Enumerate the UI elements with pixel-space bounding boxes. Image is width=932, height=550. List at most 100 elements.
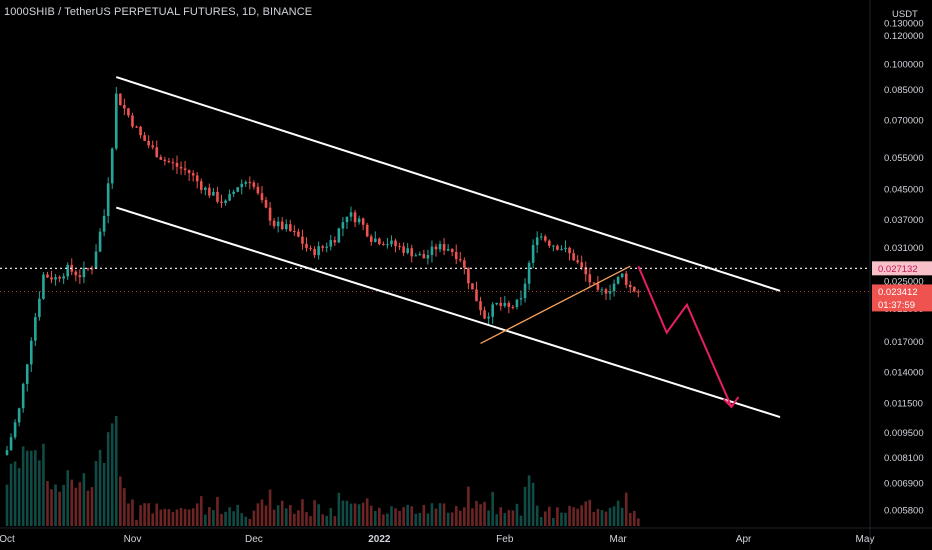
- candle-countdown: 01:37:59: [878, 300, 915, 311]
- channel-upper-line[interactable]: [115, 76, 781, 292]
- y-tick-label: 0.008100: [884, 453, 924, 464]
- volume-bar: [552, 517, 555, 526]
- volume-bar: [483, 501, 486, 526]
- candle-body: [94, 251, 98, 269]
- candle-body: [402, 246, 405, 253]
- volume-bar: [38, 460, 41, 526]
- candle-body: [394, 240, 397, 247]
- candle-body: [511, 306, 515, 308]
- volume-bar: [479, 504, 482, 526]
- volume-bar: [345, 500, 349, 526]
- volume-bar: [321, 514, 324, 526]
- volume-bar: [179, 508, 183, 526]
- volume-bar: [135, 519, 138, 526]
- candle-body: [523, 283, 527, 299]
- volume-bar: [434, 508, 438, 526]
- candle-body: [588, 274, 592, 283]
- candle-body: [568, 247, 571, 254]
- x-tick-label: May: [856, 534, 875, 545]
- volume-bar: [543, 511, 547, 526]
- candle-body: [38, 298, 41, 318]
- x-tick-label: Dec: [245, 534, 263, 545]
- volume-bar: [208, 507, 211, 526]
- candle-body: [519, 298, 523, 300]
- candle-body: [600, 289, 604, 291]
- candle-body: [406, 248, 409, 253]
- candle-body: [475, 289, 478, 302]
- candle-body: [272, 220, 276, 227]
- candle-body: [293, 230, 296, 232]
- volume-bar: [220, 513, 223, 526]
- volume-bar: [523, 486, 527, 526]
- volume-bar: [268, 489, 272, 526]
- candle-body: [143, 135, 146, 141]
- volume-bar: [232, 511, 235, 526]
- volume-bar: [373, 510, 377, 526]
- volume-bar: [325, 515, 329, 526]
- x-tick-label: Nov: [124, 534, 142, 545]
- y-tick-label: 0.031000: [884, 243, 924, 254]
- candle-body: [414, 255, 418, 257]
- chart-title: 1000SHIB / TetherUS PERPETUAL FUTURES, 1…: [4, 6, 313, 18]
- candle-body: [369, 236, 373, 242]
- candle-body: [317, 246, 320, 256]
- volume-bar: [301, 499, 304, 526]
- volume-bar: [317, 504, 320, 526]
- candle-body: [135, 126, 138, 128]
- volume-bar: [596, 508, 600, 526]
- candle-body: [564, 247, 567, 250]
- volume-bar: [398, 510, 401, 526]
- volume-bar: [252, 510, 256, 526]
- candle-body: [479, 301, 482, 311]
- candle-body: [21, 383, 25, 409]
- candle-body: [50, 277, 53, 280]
- x-tick-label: Feb: [496, 534, 514, 545]
- volume-bar: [531, 482, 535, 526]
- candle-body: [284, 224, 288, 230]
- volume-bar: [507, 510, 511, 526]
- volume-bar: [256, 503, 260, 526]
- volume-bar: [487, 510, 490, 526]
- wedge-trend-line[interactable]: [480, 265, 631, 344]
- candle-body: [378, 238, 381, 245]
- candle-body: [616, 277, 620, 284]
- volume-bar: [236, 504, 239, 526]
- candle-body: [386, 244, 389, 246]
- volume-bar: [560, 512, 563, 526]
- candle-body: [361, 218, 365, 225]
- volume-bar: [430, 503, 434, 526]
- volume-bar: [143, 503, 146, 526]
- y-tick-label: 0.120000: [884, 31, 924, 42]
- projection-arrow[interactable]: [637, 265, 733, 408]
- x-tick-label: Oct: [0, 534, 15, 545]
- x-tick-label: 2022: [368, 534, 391, 545]
- candle-body: [552, 245, 555, 247]
- volume-bar: [187, 509, 191, 526]
- volume-bar: [475, 500, 478, 526]
- volume-bar: [600, 510, 604, 526]
- candle-body: [123, 105, 126, 109]
- volume-bar: [98, 449, 102, 526]
- candle-body: [353, 212, 357, 223]
- volume-bar: [357, 504, 361, 526]
- volume-bar: [293, 513, 296, 526]
- candle-body: [191, 173, 195, 176]
- volume-bar: [572, 507, 575, 526]
- candle-body: [195, 175, 199, 182]
- candle-body: [54, 277, 57, 280]
- candle-body: [543, 236, 547, 241]
- y-tick-label: 0.070000: [884, 115, 924, 126]
- candle-body: [620, 273, 624, 278]
- candle-body: [596, 283, 600, 290]
- volume-bar: [62, 484, 65, 526]
- y-tick-label: 0.025000: [884, 277, 924, 288]
- candle-body: [236, 187, 239, 192]
- channel-lower-line[interactable]: [115, 206, 781, 418]
- candle-body: [430, 246, 434, 256]
- candle-body: [576, 260, 579, 263]
- volume-bar: [228, 507, 231, 526]
- candle-body: [114, 93, 118, 149]
- candle-body: [507, 302, 511, 307]
- candle-body: [102, 215, 106, 232]
